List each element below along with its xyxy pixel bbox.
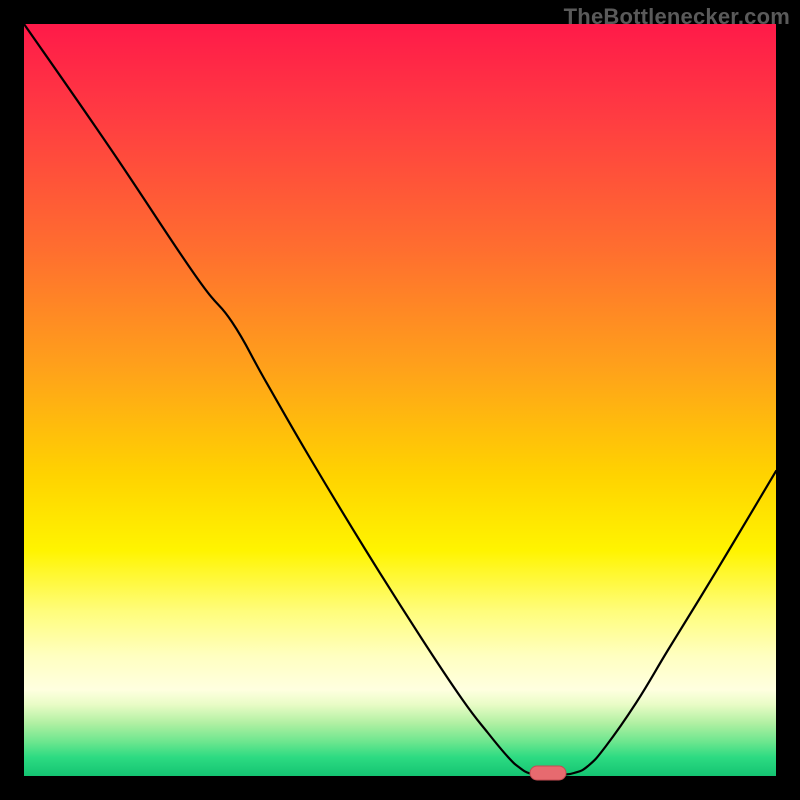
overlay xyxy=(0,0,800,800)
bottleneck-curve xyxy=(24,24,776,775)
chart-canvas: TheBottlenecker.com xyxy=(0,0,800,800)
optimal-marker xyxy=(530,766,566,780)
